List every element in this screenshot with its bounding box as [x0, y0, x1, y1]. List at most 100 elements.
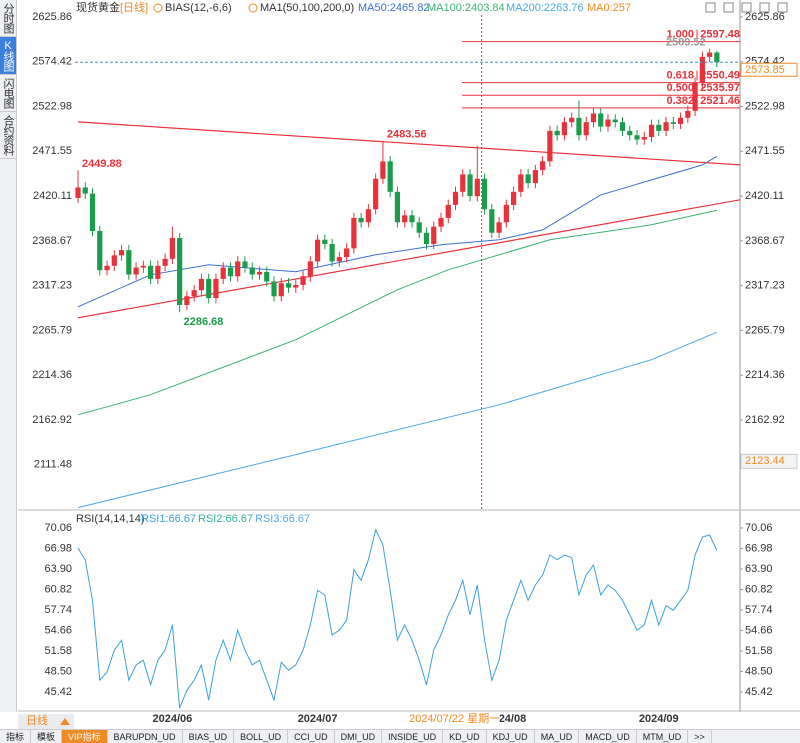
y-tick-label: 2625.86 [745, 11, 785, 23]
candle-body [213, 278, 219, 299]
tab[interactable]: KDJ_UD [487, 730, 535, 743]
settings-icon[interactable] [248, 3, 258, 13]
fib-ratio: 0.618 [666, 69, 694, 81]
tab[interactable]: BOLL_UD [234, 730, 289, 743]
candle-body [285, 283, 292, 288]
tab[interactable]: MA_UD [535, 730, 580, 743]
candle-body [576, 117, 582, 136]
candle-body [336, 257, 342, 262]
y-tick-label: 66.98 [745, 542, 773, 554]
candle-body [532, 170, 538, 184]
price-box [740, 453, 798, 469]
candle-body [423, 232, 430, 245]
crosshair-label: 2024/07/22 星期一 [409, 712, 500, 725]
candle-body [394, 191, 401, 223]
tab[interactable]: >> [688, 730, 712, 743]
tab[interactable]: MACD_UD [579, 730, 637, 743]
candle-body [111, 255, 117, 266]
candle-body [220, 267, 226, 279]
price-annotation: 2589.52 [666, 37, 706, 49]
y-tick-label: 2214.36 [745, 369, 785, 381]
tab[interactable]: 模板 [31, 730, 63, 743]
last-price-label: 2573.85 [745, 64, 785, 76]
y-tick-label: 2522.98 [32, 100, 72, 112]
sidebar-tab[interactable]: 分时图 [0, 0, 16, 37]
candle-body [445, 204, 451, 218]
candle-body [104, 265, 110, 271]
y-tick-label: 48.50 [745, 665, 773, 677]
candle-body [634, 135, 640, 140]
candle-body [561, 122, 568, 136]
candle-body [380, 161, 386, 179]
tab[interactable]: CCI_UD [288, 730, 335, 743]
y-tick-label: 2317.23 [745, 280, 785, 292]
candle-body [460, 174, 466, 192]
y-tick-label: 45.42 [44, 686, 72, 698]
candle-body [184, 296, 190, 305]
icon-button[interactable] [777, 2, 788, 13]
candle-body [481, 178, 488, 210]
candle-body [619, 122, 626, 131]
sidebar-tab[interactable]: 合约资料 [0, 112, 16, 159]
y-tick-label: 2368.67 [745, 235, 785, 247]
y-tick-label: 51.58 [745, 645, 773, 657]
tab[interactable]: BIAS_UD [183, 730, 235, 743]
y-tick-label: 66.98 [44, 542, 72, 554]
candle-body [569, 117, 575, 123]
candle-body [191, 290, 197, 297]
icon-button[interactable] [723, 2, 734, 13]
candle-body [227, 267, 234, 277]
y-tick-label: 2368.67 [32, 235, 72, 247]
candle-body [75, 187, 81, 198]
candle-body [685, 110, 691, 118]
y-tick-label: 70.06 [44, 522, 72, 534]
ma-line [77, 209, 718, 416]
candle-body [373, 178, 379, 210]
y-tick-label: 2265.79 [745, 324, 785, 336]
y-tick-label: 48.50 [44, 665, 72, 677]
tab[interactable]: VIP指标 [62, 730, 108, 743]
chart-title: 现货黄金 [76, 0, 120, 14]
tab-bar: 指标 模板 VIP指标 BARUPDN_UD BIAS_UD BOLL_UD CCI_UD D… [0, 729, 800, 743]
icon-button[interactable] [705, 2, 716, 13]
crosshair-label-bg [409, 712, 500, 727]
legend-entry: MA100:2403.84 [427, 2, 505, 14]
y-tick-label: 57.74 [745, 604, 773, 616]
x-tick-label: 2024/06 [152, 713, 192, 725]
candle-body [177, 237, 183, 305]
tab[interactable]: KD_UD [443, 730, 487, 743]
candle-body [656, 124, 662, 131]
tab[interactable]: 指标 [0, 730, 32, 743]
y-tick-label: 2471.55 [745, 145, 785, 157]
legend-entry: RSI1:66.67 [141, 513, 196, 525]
candle-body [358, 217, 364, 223]
icon-button[interactable] [759, 2, 770, 13]
settings-icon[interactable] [153, 3, 163, 13]
tab[interactable]: MTM_UD [637, 730, 689, 743]
price-annotation: 2286.68 [184, 316, 224, 328]
candle-body [249, 267, 255, 275]
price-annotation: 2449.88 [82, 158, 122, 170]
tab[interactable]: BARUPDN_UD [108, 730, 183, 743]
candle-body [707, 52, 713, 57]
y-tick-label: 2471.55 [32, 145, 72, 157]
tab[interactable]: INSIDE_UD [382, 730, 444, 743]
legend-entry: MA0:257 [587, 2, 631, 14]
candle-body [474, 178, 480, 197]
candle-body [438, 217, 444, 227]
sidebar-tab[interactable]: K线图 [0, 37, 16, 75]
y-tick-label: 60.82 [44, 583, 72, 595]
y-tick-label: 2162.92 [32, 414, 72, 426]
period-selector[interactable]: 日线 [18, 714, 74, 729]
x-tick-label: 2024/09 [639, 713, 679, 725]
candle-body [169, 237, 175, 259]
candle-body [590, 113, 597, 123]
candle-body [242, 261, 248, 268]
tab[interactable]: DMI_UD [335, 730, 383, 743]
legend-entry: MA50:2465.82 [358, 2, 430, 14]
indicator-label: BIAS(12,-6,6) [165, 2, 232, 14]
icon-button[interactable] [741, 2, 752, 13]
sidebar-tab[interactable]: 闪电图 [0, 75, 16, 112]
candle-body [300, 276, 306, 285]
y-tick-label: 60.82 [745, 583, 773, 595]
